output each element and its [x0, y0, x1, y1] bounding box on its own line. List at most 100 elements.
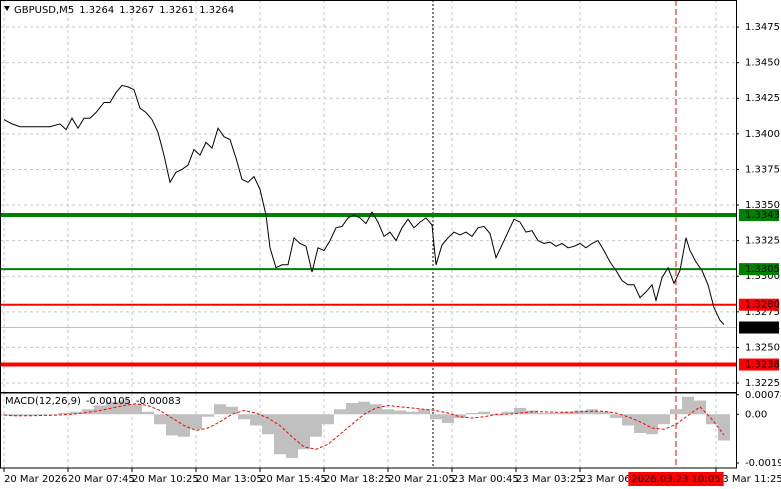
- histogram-bar: [94, 405, 106, 415]
- macd-value: -0.00105: [86, 396, 131, 407]
- histogram-bar: [118, 400, 130, 415]
- x-tick-label: 20 Mar 07:45: [68, 474, 135, 485]
- close-value: 1.3264: [199, 5, 234, 16]
- signal-line: [3, 403, 725, 450]
- histogram-bar: [442, 414, 454, 423]
- histogram-bar: [418, 409, 430, 415]
- current-price-label: 1.3264: [745, 322, 780, 333]
- histogram-bar: [310, 414, 322, 437]
- x-tick-label: 23 Mar 03:25: [516, 474, 583, 485]
- histogram-bar: [514, 408, 526, 415]
- histogram-bar: [550, 413, 562, 415]
- histogram-bar: [658, 414, 670, 425]
- histogram-bar: [322, 414, 334, 425]
- y-tick-label: 1.3325: [745, 236, 780, 247]
- level-label-bg: [739, 209, 779, 222]
- level-label: 1.3238: [745, 360, 780, 371]
- histogram-bar: [154, 414, 166, 425]
- symbol-title: GBPUSD,M5: [14, 5, 74, 16]
- cursor-label-bg: [628, 472, 724, 486]
- histogram-bar: [46, 414, 58, 415]
- y-tick-label: 1.3375: [745, 164, 780, 175]
- x-tick-label: 23 Mar 06:05: [580, 474, 647, 485]
- level-label-bg: [739, 358, 779, 371]
- x-tick-label: 20 Mar 13:05: [196, 474, 263, 485]
- histogram-bar: [634, 414, 646, 433]
- y-tick-label: 1.3225: [745, 378, 780, 389]
- histogram-bar: [82, 409, 94, 415]
- y-tick-label: 1.3425: [745, 93, 780, 104]
- y-tick-label: 1.3250: [745, 342, 780, 353]
- histogram-bar: [58, 413, 70, 415]
- level-label-bg: [739, 263, 779, 276]
- histogram-bar: [22, 414, 34, 416]
- histogram-bar: [370, 404, 382, 415]
- y-tick-label: 1.3350: [745, 200, 780, 211]
- y-tick-label: 1.3300: [745, 271, 780, 282]
- x-tick-label: 23 Mar 11:25: [716, 474, 781, 485]
- histogram-bar: [502, 411, 514, 415]
- histogram-bar: [106, 401, 118, 415]
- histogram-bar: [610, 414, 622, 418]
- histogram-bar: [142, 411, 154, 415]
- histogram-bar: [394, 410, 406, 415]
- y-tick-label: 0.00078: [745, 390, 781, 401]
- x-tick-label: 20 Mar 2026: [4, 474, 67, 485]
- histogram-bar: [478, 411, 490, 415]
- histogram-bar: [262, 414, 274, 435]
- x-tick-label: 20 Mar 18:25: [324, 474, 391, 485]
- histogram-bar: [238, 414, 250, 420]
- histogram-bar: [382, 409, 394, 415]
- histogram-bar: [190, 414, 202, 430]
- y-tick-label: -0.00195: [745, 458, 781, 469]
- level-label: 1.3305: [745, 264, 780, 275]
- y-tick-label: 1.3475: [745, 22, 780, 33]
- histogram-bar: [430, 414, 442, 420]
- level-label-bg: [739, 298, 779, 311]
- cursor-label: 2026.03.23 10:05: [631, 474, 720, 485]
- histogram-bar: [682, 396, 694, 415]
- histogram-bar: [562, 411, 574, 415]
- histogram-bar: [358, 401, 370, 415]
- histogram-bar: [250, 414, 262, 426]
- signal-value: -0.00083: [136, 396, 181, 407]
- histogram-bar: [346, 403, 358, 415]
- header-arrow: [4, 6, 10, 11]
- x-tick-label: 20 Mar 21:05: [388, 474, 455, 485]
- y-tick-label: 0.00: [745, 409, 767, 420]
- histogram-bar: [670, 409, 682, 415]
- indicator-frame: [0, 392, 737, 469]
- high-value: 1.3267: [119, 5, 154, 16]
- histogram-bar: [214, 404, 226, 415]
- histogram-bar: [202, 414, 214, 417]
- histogram-bar: [598, 411, 610, 415]
- histogram-bar: [298, 414, 310, 450]
- histogram-bar: [574, 410, 586, 415]
- histogram-bar: [274, 414, 286, 455]
- histogram-bar: [538, 413, 550, 415]
- histogram-bar: [466, 413, 478, 415]
- indicator-title: MACD(12,26,9): [5, 396, 81, 407]
- current-price-bg: [739, 321, 779, 334]
- y-tick-label: 1.3450: [745, 58, 780, 69]
- x-tick-label: 20 Mar 10:25: [132, 474, 199, 485]
- level-label: 1.3343: [745, 210, 780, 221]
- histogram-bar: [334, 409, 346, 415]
- low-value: 1.3261: [159, 5, 194, 16]
- histogram-bar: [646, 414, 658, 435]
- y-tick-label: 1.3400: [745, 129, 780, 140]
- histogram-bar: [490, 414, 502, 416]
- histogram-bar: [226, 406, 238, 415]
- histogram-bar: [526, 410, 538, 415]
- y-tick-label: 1.3275: [745, 307, 780, 318]
- histogram-bar: [718, 414, 730, 441]
- x-tick-label: 20 Mar 15:45: [260, 474, 327, 485]
- histogram-bar: [10, 414, 22, 417]
- open-value: 1.3264: [79, 5, 114, 16]
- histogram-bar: [454, 414, 466, 418]
- histogram-bar: [34, 414, 46, 416]
- histogram-bar: [130, 404, 142, 415]
- x-tick-label: 23 Mar 00:45: [452, 474, 519, 485]
- price-line: [3, 84, 725, 325]
